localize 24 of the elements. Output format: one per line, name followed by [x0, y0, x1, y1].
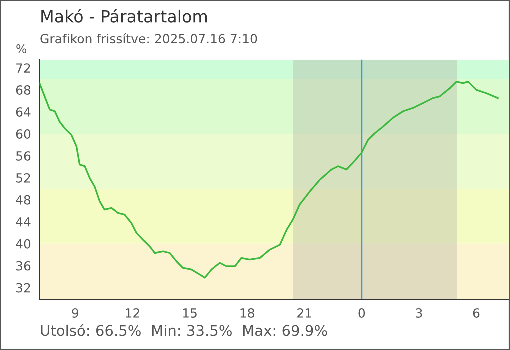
x-tick-label: 18 — [240, 308, 254, 318]
y-tick-label: 32 — [16, 283, 30, 293]
y-tick-label: 56 — [16, 151, 31, 161]
chart-title: Makó - Páratartalom — [42, 9, 208, 23]
text: Utolsó: 66.5% Min: 33.5% Max: 69.9% — [41, 324, 328, 336]
x-tick-label: 3 — [416, 308, 422, 318]
y-axis-title: % — [16, 44, 27, 54]
x-tick-label: 9 — [72, 308, 79, 318]
x-tick-label: 12 — [126, 308, 140, 318]
y-tick-label: 64 — [16, 108, 31, 117]
y-tick-label: 40 — [16, 239, 31, 249]
y-tick-label: 60 — [16, 129, 31, 139]
x-tick-label: 21 — [298, 308, 312, 318]
y-tick-label: 52 — [16, 173, 30, 183]
x-tick-label: 6 — [473, 308, 480, 318]
y-tick-label: 36 — [16, 261, 31, 271]
y-tick-label: 48 — [16, 195, 31, 205]
x-tick-label: 15 — [183, 308, 197, 318]
y-tick-label: 68 — [16, 86, 31, 95]
y-tick-label: 72 — [16, 64, 30, 73]
y-tick-label: 44 — [16, 218, 31, 227]
chart-subtitle: Grafikon frissítve: 2025.07.16 7:10 — [40, 33, 258, 44]
x-tick-label: 0 — [358, 308, 366, 318]
line-series — [40, 80, 499, 279]
